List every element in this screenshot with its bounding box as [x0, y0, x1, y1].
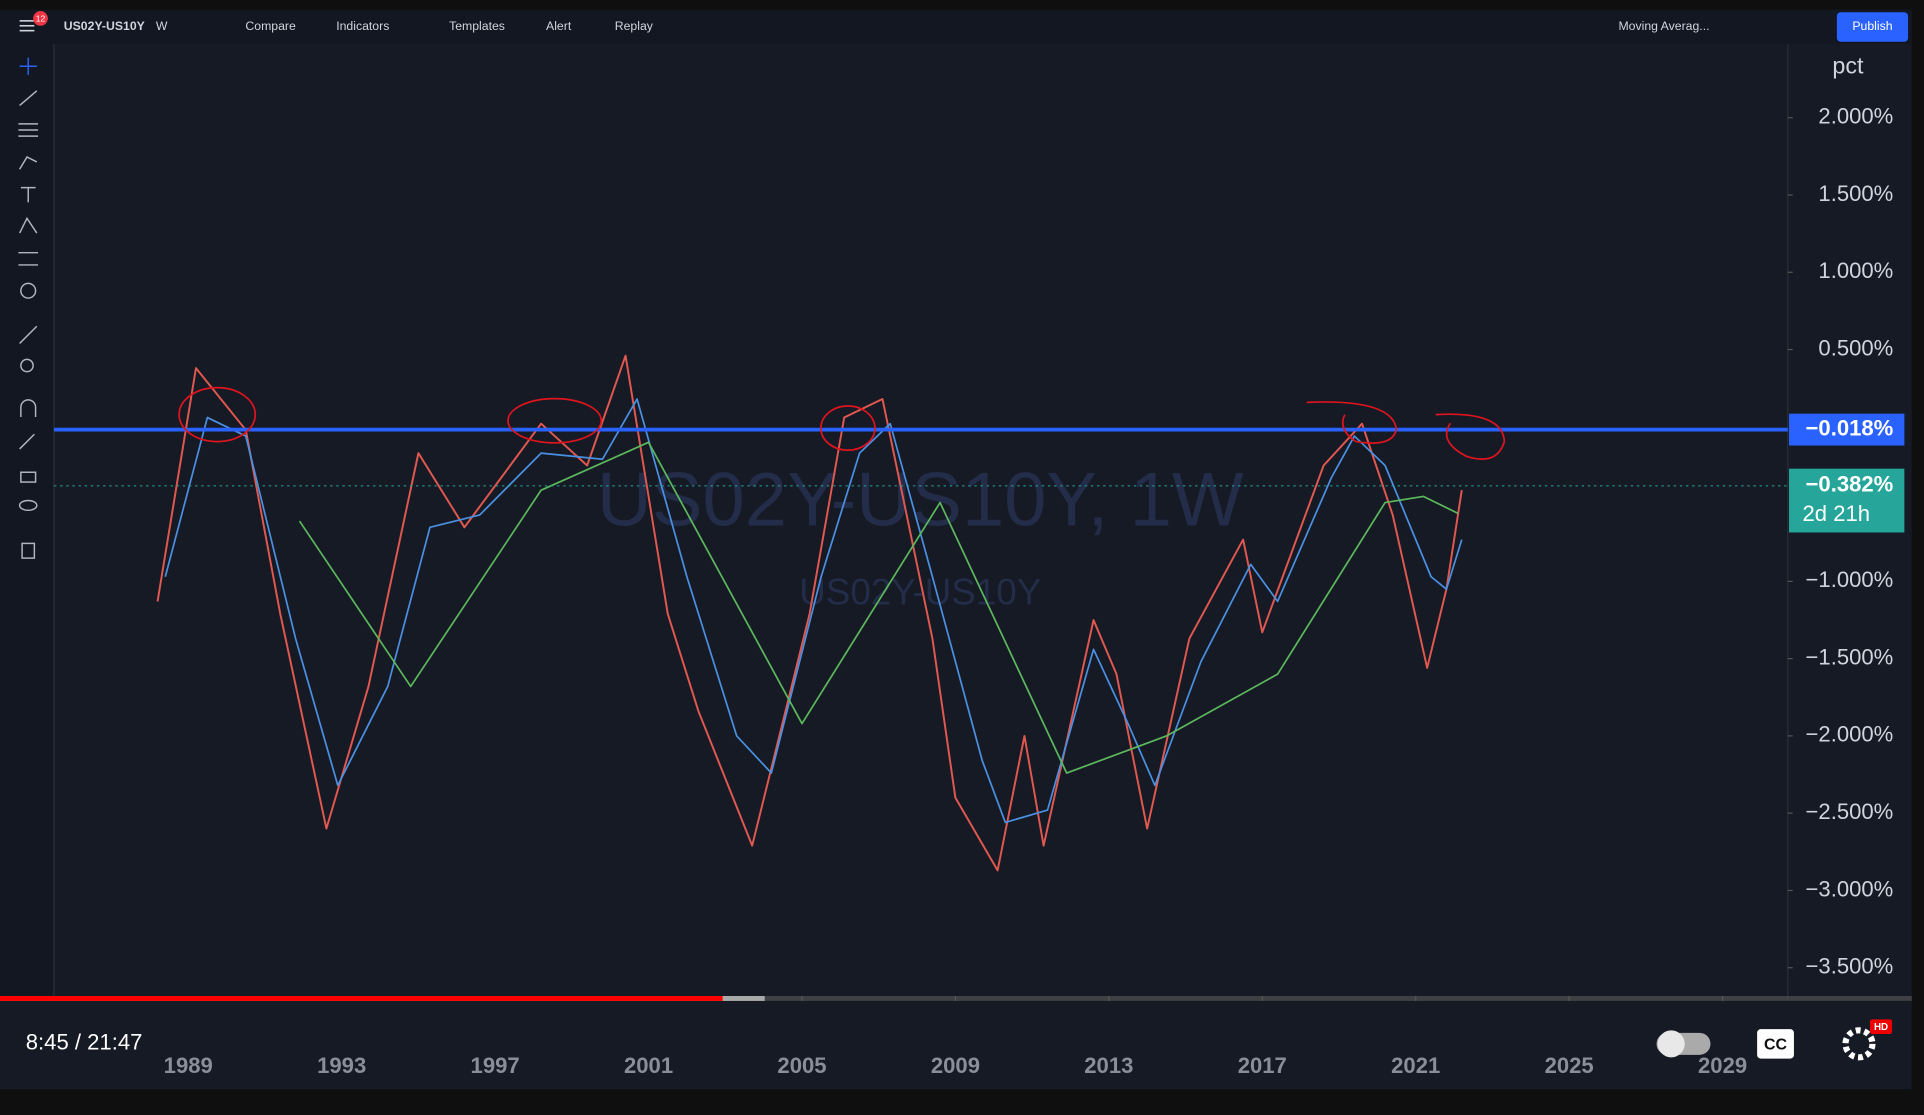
progress-track[interactable]: [0, 996, 1912, 1001]
price-label: −0.382%: [1806, 472, 1894, 497]
series-line: [298, 441, 1459, 774]
hd-label: HD: [1874, 1022, 1888, 1033]
series-line: [164, 398, 1463, 824]
indicators[interactable]: Indicators: [336, 19, 389, 33]
x-tick-label: 2001: [624, 1053, 673, 1078]
y-tick-label: −3.000%: [1806, 876, 1894, 901]
price-label: −0.018%: [1806, 415, 1894, 440]
y-tick-label: −2.500%: [1806, 799, 1894, 824]
series-line: [156, 354, 1463, 872]
badge-count: 12: [36, 13, 46, 23]
x-tick-label: 2021: [1391, 1053, 1440, 1078]
left-toolbar: [0, 44, 53, 999]
x-tick-label: 2017: [1238, 1053, 1287, 1078]
x-tick-label: 2005: [777, 1053, 826, 1078]
x-tick-label: 2029: [1698, 1053, 1747, 1078]
top-toolbar: [0, 9, 1912, 45]
price-label-box: [1789, 413, 1905, 446]
x-tick-label: 2013: [1084, 1053, 1133, 1078]
publish-label[interactable]: Publish: [1852, 19, 1892, 33]
x-tick-label: 2009: [931, 1053, 980, 1078]
compare[interactable]: Compare: [245, 19, 296, 33]
y-tick-label: −1.500%: [1806, 644, 1894, 669]
interval[interactable]: W: [156, 19, 168, 33]
progress-played: [0, 996, 723, 1001]
countdown: 2d 21h: [1803, 501, 1871, 526]
cc-label[interactable]: CC: [1764, 1036, 1788, 1053]
y-tick-label: 0.500%: [1818, 335, 1893, 360]
y-tick-label: −2.000%: [1806, 722, 1894, 747]
indicator-select[interactable]: Moving Averag...: [1618, 19, 1709, 33]
x-tick-label: 1989: [164, 1053, 213, 1078]
y-tick-label: −3.500%: [1806, 954, 1894, 979]
video-player: [0, 996, 765, 1001]
symbol[interactable]: US02Y-US10Y: [64, 19, 145, 33]
templates[interactable]: Templates: [449, 19, 505, 33]
replay[interactable]: Replay: [615, 19, 654, 33]
video-time: 8:45 / 21:47: [26, 1030, 143, 1055]
badge: [33, 11, 48, 26]
chart-frame: [0, 9, 1912, 1090]
drawing-tools[interactable]: [18, 57, 39, 559]
menu-icon[interactable]: [19, 20, 35, 32]
scale-unit: pct: [1832, 53, 1864, 79]
y-tick-label: 1.500%: [1818, 181, 1893, 206]
y-tick-label: 2.000%: [1818, 104, 1893, 129]
alert[interactable]: Alert: [546, 19, 572, 33]
hand-annotations: [178, 386, 1506, 460]
x-tick-label: 1993: [317, 1053, 366, 1078]
cc-button[interactable]: [1757, 1029, 1794, 1059]
plot: US02Y-US10Y, 1WUS02Y-US10Ypct2.000%1.500…: [53, 53, 1905, 1078]
autoplay-knob[interactable]: [1657, 1030, 1685, 1058]
y-tick-label: 1.000%: [1818, 258, 1893, 283]
y-tick-label: −1.000%: [1806, 567, 1894, 592]
watermark: US02Y-US10Y, 1W: [597, 457, 1244, 542]
x-tick-label: 2025: [1545, 1053, 1594, 1078]
x-tick-label: 1997: [471, 1053, 520, 1078]
hd-badge: [1870, 1019, 1893, 1035]
publish-button[interactable]: [1836, 12, 1909, 42]
price-label-box: [1789, 468, 1905, 533]
